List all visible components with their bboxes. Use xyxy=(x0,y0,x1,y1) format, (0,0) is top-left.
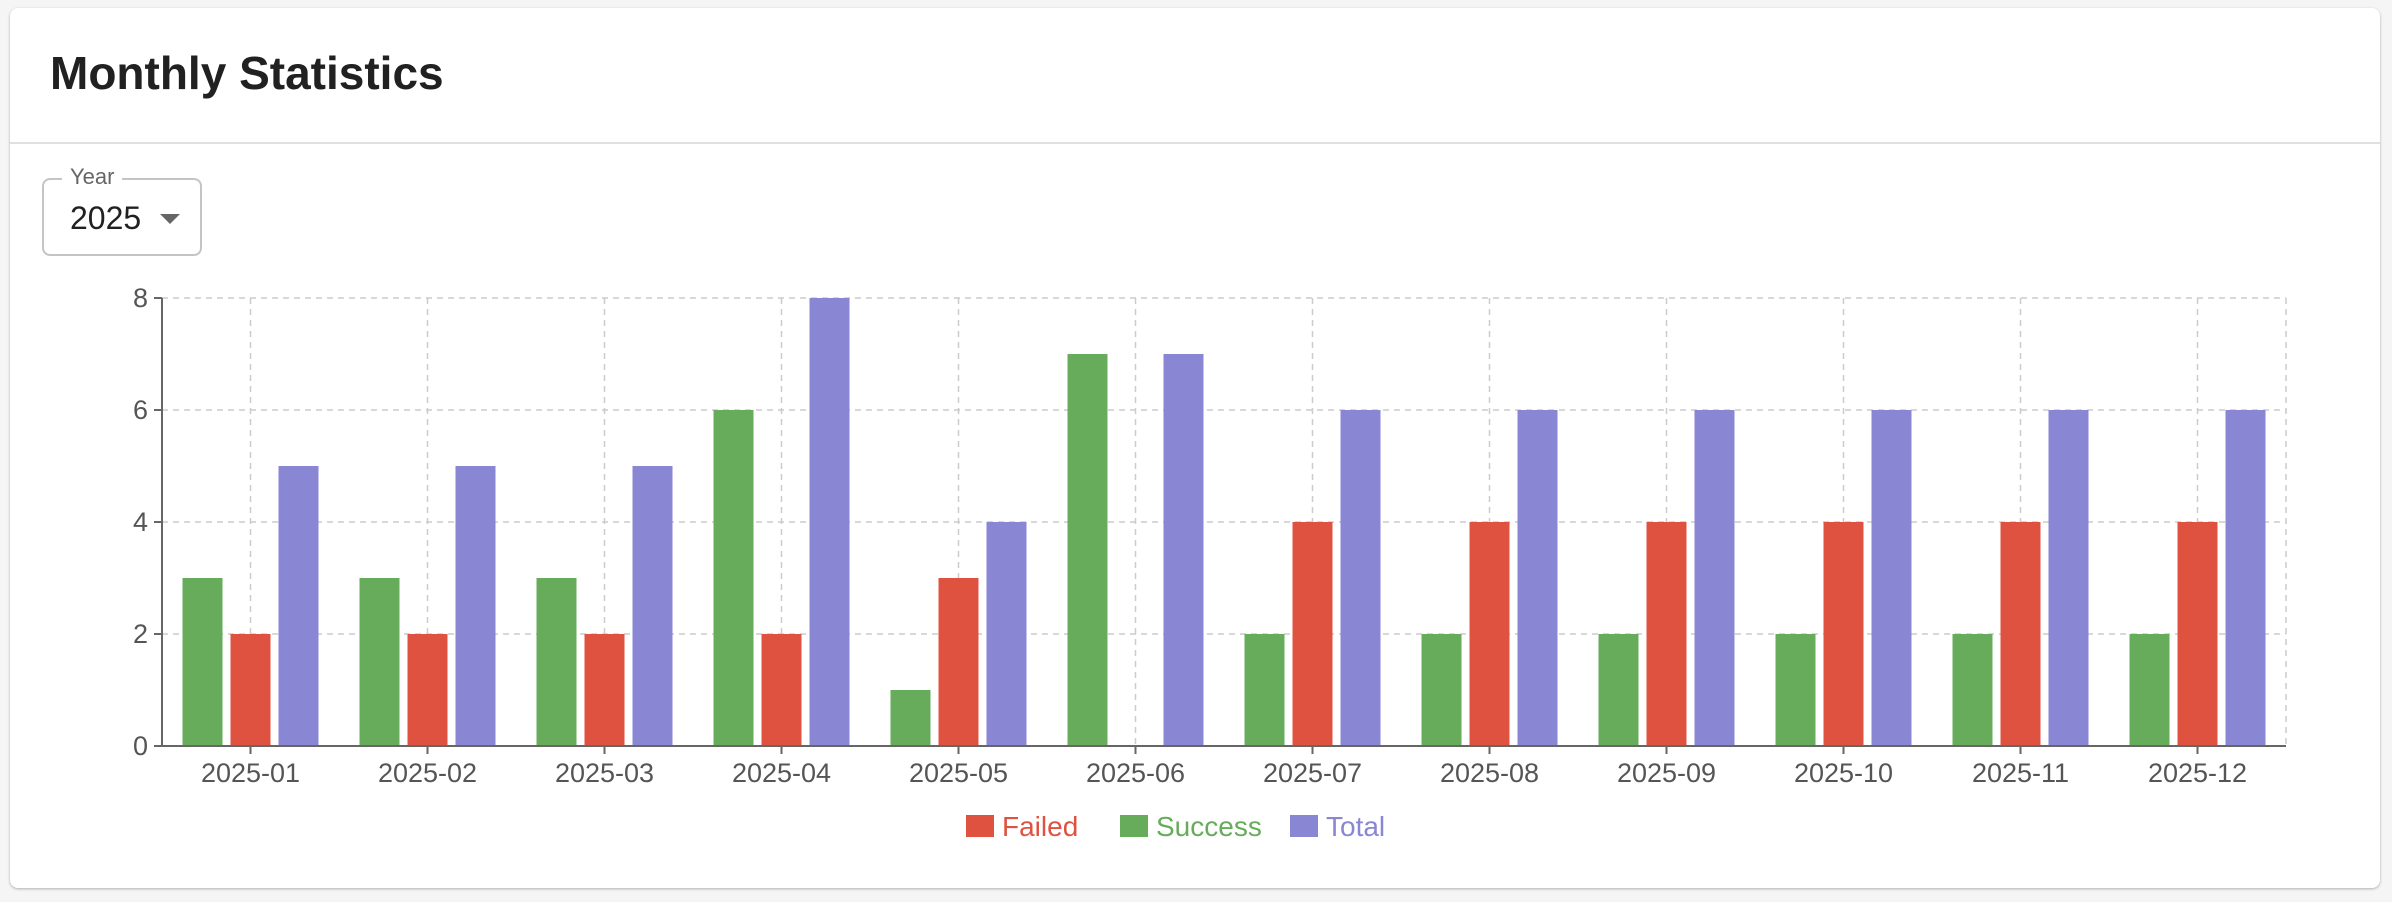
card-header: Monthly Statistics xyxy=(10,8,2380,144)
bar-failed xyxy=(1646,522,1687,746)
bar-failed xyxy=(938,578,979,746)
y-tick-label: 6 xyxy=(133,395,148,425)
bar-total xyxy=(1694,410,1735,746)
x-tick-label: 2025-07 xyxy=(1263,758,1362,788)
bar-total xyxy=(2048,410,2089,746)
x-tick-label: 2025-06 xyxy=(1086,758,1185,788)
bar-failed xyxy=(1469,522,1510,746)
bar-success xyxy=(890,690,931,746)
legend-swatch-success xyxy=(1120,815,1148,837)
x-tick-label: 2025-10 xyxy=(1794,758,1893,788)
card-title: Monthly Statistics xyxy=(50,47,444,99)
bar-total xyxy=(986,522,1027,746)
bar-failed xyxy=(407,634,448,746)
legend-label-success: Success xyxy=(1156,811,1262,842)
year-select[interactable]: Year 2025 xyxy=(42,164,202,256)
bar-success xyxy=(1952,634,1993,746)
y-tick-label: 8 xyxy=(133,283,148,313)
bar-success xyxy=(1598,634,1639,746)
bar-success xyxy=(536,578,577,746)
bar-success xyxy=(182,578,223,746)
bar-success xyxy=(1067,354,1108,746)
bar-failed xyxy=(230,634,271,746)
x-tick-label: 2025-12 xyxy=(2148,758,2247,788)
bar-failed xyxy=(2000,522,2041,746)
bar-failed xyxy=(584,634,625,746)
bar-success xyxy=(2129,634,2170,746)
y-tick-label: 2 xyxy=(133,619,148,649)
bar-success xyxy=(359,578,400,746)
x-tick-label: 2025-01 xyxy=(201,758,300,788)
bar-chart: 0 2 4 6 8 2025-01 2025-02 2025-03 2025-04 2025-05… xyxy=(133,283,2287,842)
legend-swatch-total xyxy=(1290,815,1318,837)
bar-success xyxy=(1775,634,1816,746)
x-tick-label: 2025-05 xyxy=(909,758,1008,788)
y-tick-label: 4 xyxy=(133,507,148,537)
bar-total xyxy=(2225,410,2266,746)
bar-failed xyxy=(1823,522,1864,746)
x-tick-label: 2025-11 xyxy=(1972,758,2069,788)
bar-failed xyxy=(1292,522,1333,746)
bar-success xyxy=(1421,634,1462,746)
x-tick-label: 2025-08 xyxy=(1440,758,1539,788)
x-tick-label: 2025-02 xyxy=(378,758,477,788)
year-select-label: Year xyxy=(62,164,123,190)
bar-total xyxy=(455,466,496,746)
bar-total xyxy=(809,298,850,746)
bar-failed xyxy=(2177,522,2218,746)
bar-total xyxy=(1340,410,1381,746)
bar-success xyxy=(713,410,754,746)
x-tick-label: 2025-03 xyxy=(555,758,654,788)
bar-total xyxy=(1871,410,1912,746)
bar-failed xyxy=(761,634,802,746)
bar-total xyxy=(1517,410,1558,746)
bar-total xyxy=(1163,354,1204,746)
x-tick-label: 2025-04 xyxy=(732,758,831,788)
y-tick-label: 0 xyxy=(133,731,148,761)
year-select-value: 2025 xyxy=(70,200,142,236)
monthly-statistics-card: Monthly Statistics Year 2025 0 2 4 6 8 2025-0… xyxy=(10,8,2380,888)
legend-label-total: Total xyxy=(1326,811,1385,842)
bar-total xyxy=(278,466,319,746)
bar-total xyxy=(632,466,673,746)
caret-down-icon xyxy=(160,214,180,224)
x-tick-label: 2025-09 xyxy=(1617,758,1716,788)
legend-swatch-failed xyxy=(966,815,994,837)
legend-label-failed: Failed xyxy=(1002,811,1078,842)
bar-success xyxy=(1244,634,1285,746)
